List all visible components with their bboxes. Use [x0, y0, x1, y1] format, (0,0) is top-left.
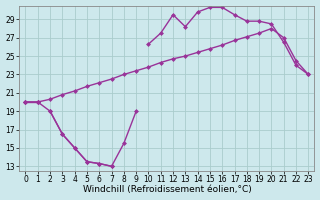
X-axis label: Windchill (Refroidissement éolien,°C): Windchill (Refroidissement éolien,°C)	[83, 185, 251, 194]
